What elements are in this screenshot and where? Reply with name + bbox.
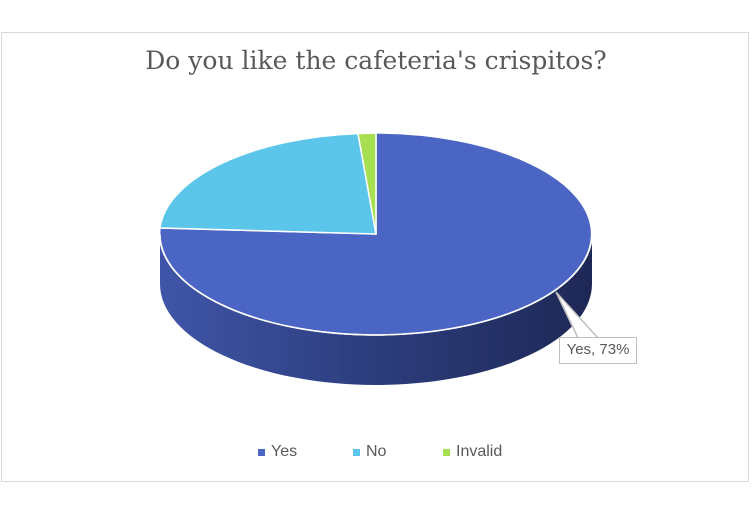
legend-swatch-no-icon xyxy=(353,448,360,456)
legend-swatch-invalid-icon xyxy=(443,448,450,456)
pie-slice-no[interactable] xyxy=(159,132,377,235)
legend-item-no[interactable]: No xyxy=(353,443,386,461)
legend-label: Invalid xyxy=(456,443,503,460)
legend-label: No xyxy=(366,443,387,460)
legend-item-yes[interactable]: Yes xyxy=(258,443,297,461)
data-label-yes: Yes, 73% xyxy=(559,337,637,364)
pie-slice-invalid[interactable] xyxy=(357,132,377,235)
legend: Yes No Invalid xyxy=(0,443,752,463)
legend-label: Yes xyxy=(271,443,298,460)
pie-side-yes[interactable] xyxy=(160,234,592,385)
legend-item-invalid[interactable]: Invalid xyxy=(443,443,502,461)
legend-swatch-yes-icon xyxy=(258,448,265,456)
chart-title: Do you like the cafeteria's crispitos? xyxy=(145,46,607,75)
